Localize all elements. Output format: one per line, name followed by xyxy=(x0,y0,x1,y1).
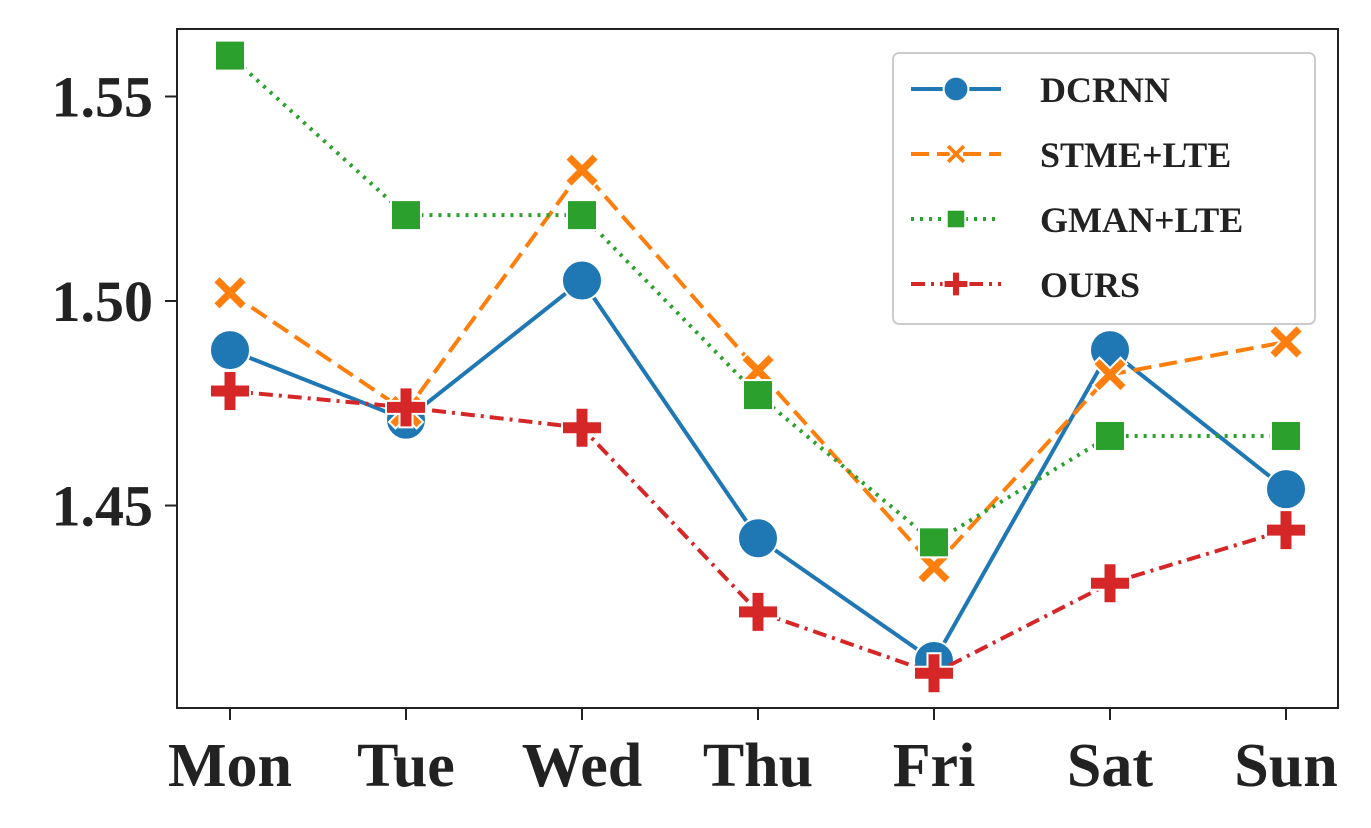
data-point-square xyxy=(918,526,950,559)
data-point-x xyxy=(739,352,777,389)
legend-label: OURS xyxy=(1040,265,1140,305)
data-point-plus xyxy=(737,590,779,633)
legend-item: DCRNN xyxy=(911,70,1170,110)
data-point-x xyxy=(1267,323,1305,361)
data-point-plus xyxy=(913,652,955,695)
data-point-square xyxy=(390,199,422,232)
legend-marker xyxy=(942,75,970,103)
data-point-plus xyxy=(1265,509,1307,552)
legend-box xyxy=(892,52,1316,325)
data-point-square xyxy=(1270,419,1302,452)
data-point-square xyxy=(214,39,246,72)
series-gman-lte xyxy=(214,39,1302,559)
data-point-square xyxy=(1094,419,1126,452)
legend-label: GMAN+LTE xyxy=(1040,200,1243,240)
legend-marker xyxy=(942,270,970,298)
axis-layer: Mon Tue Wed Thu Fri Sat Sun 1.45 1.50 1.55 xyxy=(52,64,1338,800)
y-tick-label: 1.55 xyxy=(52,64,154,129)
legend-item: OURS xyxy=(911,265,1140,305)
data-point-x xyxy=(211,274,249,312)
data-point-plus xyxy=(1089,562,1131,605)
x-tick-label: Sun xyxy=(1234,732,1337,800)
y-tick-label: 1.45 xyxy=(52,474,154,539)
legend-label: STME+LTE xyxy=(1040,135,1231,175)
data-point-x xyxy=(1091,356,1129,394)
series-layer xyxy=(209,39,1307,695)
legend-marker xyxy=(945,208,967,230)
data-point-circle xyxy=(561,259,603,302)
data-point-circle xyxy=(209,329,251,372)
data-point-plus xyxy=(561,406,603,449)
data-point-circle xyxy=(1265,468,1307,511)
legend-item: STME+LTE xyxy=(911,135,1231,175)
data-point-plus xyxy=(385,386,427,429)
legend: DCRNN STME+LTE GMAN+LTE OURS xyxy=(892,52,1316,325)
data-point-x xyxy=(563,151,601,189)
x-tick-label: Wed xyxy=(522,732,643,800)
x-tick-label: Sat xyxy=(1067,732,1153,800)
x-tick-label: Thu xyxy=(703,732,813,800)
x-tick-label: Mon xyxy=(168,732,292,800)
data-point-circle xyxy=(737,517,779,560)
legend-item: GMAN+LTE xyxy=(911,200,1243,240)
data-point-plus xyxy=(209,369,251,412)
x-tick-label: Tue xyxy=(357,732,455,800)
series-ours xyxy=(209,369,1307,695)
data-point-square xyxy=(566,199,598,232)
data-point-x xyxy=(915,548,953,586)
legend-marker xyxy=(944,142,968,166)
x-tick-label: Fri xyxy=(893,732,976,800)
data-point-square xyxy=(742,379,774,412)
y-tick-label: 1.50 xyxy=(52,269,154,334)
legend-label: DCRNN xyxy=(1040,70,1170,110)
